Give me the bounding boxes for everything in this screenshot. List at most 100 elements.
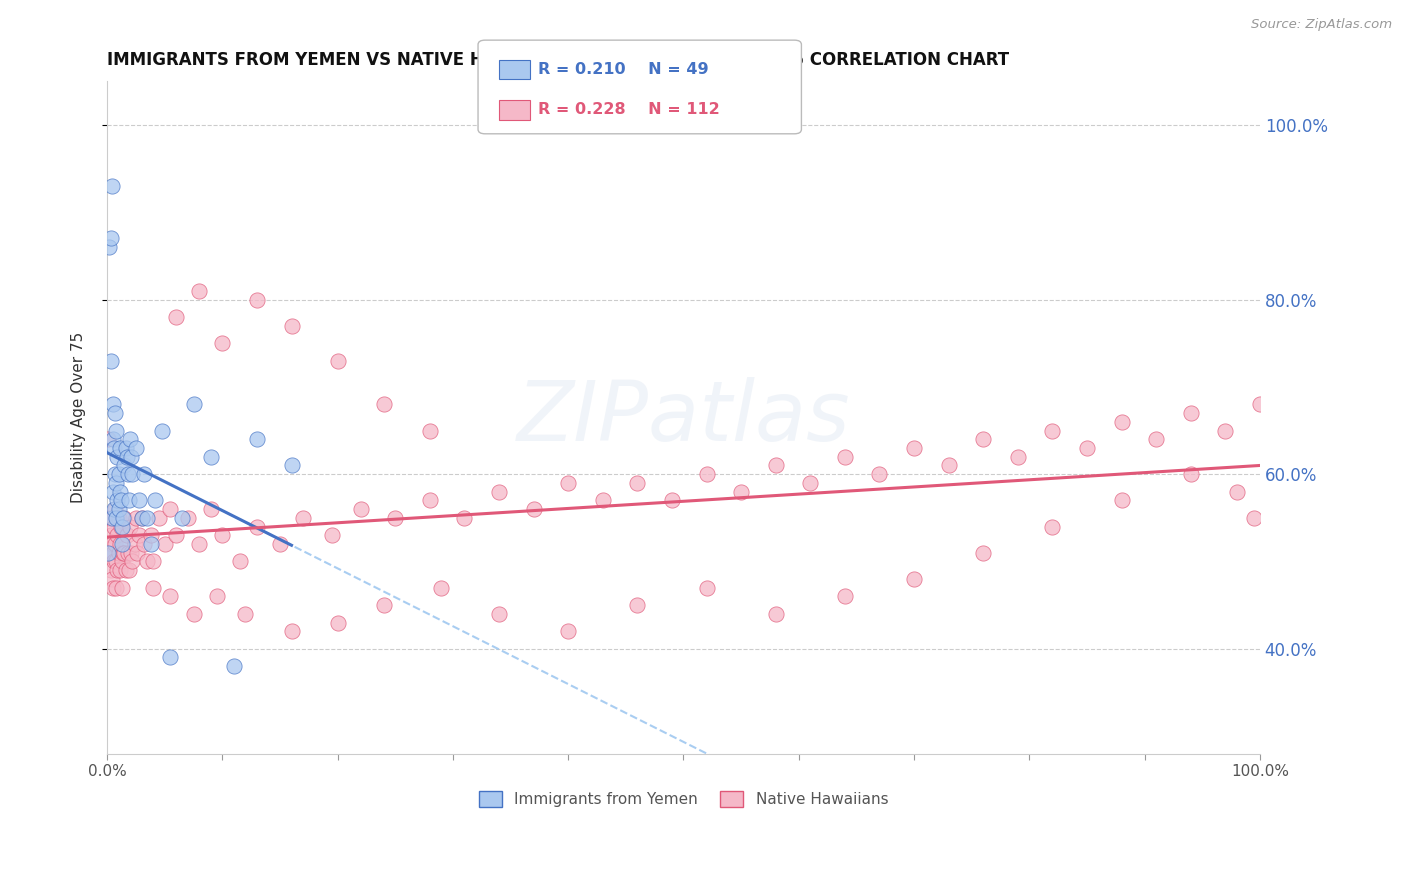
Point xyxy=(112,546,135,560)
Point xyxy=(101,546,124,560)
Point xyxy=(108,484,131,499)
Point xyxy=(107,493,129,508)
Point xyxy=(280,318,302,333)
Point xyxy=(177,511,200,525)
Point xyxy=(136,554,159,568)
Point xyxy=(121,554,143,568)
Point xyxy=(111,519,134,533)
Point xyxy=(1249,397,1271,411)
Point xyxy=(128,493,150,508)
Point xyxy=(97,546,120,560)
Point xyxy=(97,432,120,446)
Point xyxy=(100,353,122,368)
Text: IMMIGRANTS FROM YEMEN VS NATIVE HAWAIIAN DISABILITY AGE OVER 75 CORRELATION CHAR: IMMIGRANTS FROM YEMEN VS NATIVE HAWAIIAN… xyxy=(107,51,1010,69)
Point xyxy=(101,432,124,446)
Point xyxy=(100,537,122,551)
Point xyxy=(1111,493,1133,508)
Point xyxy=(100,563,122,577)
Point xyxy=(115,528,138,542)
Point xyxy=(98,511,121,525)
Point xyxy=(136,511,159,525)
Point xyxy=(98,240,121,254)
Point xyxy=(105,424,128,438)
Point xyxy=(972,432,994,446)
Point xyxy=(128,528,150,542)
Point xyxy=(834,450,856,464)
Point xyxy=(235,607,257,621)
Point xyxy=(1007,450,1029,464)
Point xyxy=(1213,424,1236,438)
Point xyxy=(246,519,269,533)
Point xyxy=(228,554,250,568)
Point xyxy=(112,458,135,473)
Point xyxy=(103,502,125,516)
Point xyxy=(100,231,122,245)
Point xyxy=(107,511,129,525)
Point xyxy=(159,650,181,665)
Point xyxy=(120,519,142,533)
Point xyxy=(557,475,579,490)
Point xyxy=(108,441,131,455)
Point xyxy=(108,537,131,551)
Point xyxy=(142,554,165,568)
Point xyxy=(696,467,718,482)
Point xyxy=(326,353,349,368)
Point xyxy=(103,554,125,568)
Point xyxy=(868,467,890,482)
Point xyxy=(98,546,121,560)
Point xyxy=(101,511,124,525)
Point xyxy=(211,528,233,542)
Point xyxy=(120,546,142,560)
Point xyxy=(419,493,441,508)
Point xyxy=(1180,406,1202,420)
Point xyxy=(938,458,960,473)
Point xyxy=(153,537,176,551)
Point xyxy=(101,581,124,595)
Point xyxy=(200,502,222,516)
Point xyxy=(118,563,141,577)
Point xyxy=(103,519,125,533)
Point xyxy=(280,624,302,639)
Point xyxy=(183,397,205,411)
Point xyxy=(142,581,165,595)
Point xyxy=(453,511,475,525)
Point xyxy=(114,441,136,455)
Point xyxy=(121,467,143,482)
Point xyxy=(159,502,181,516)
Point xyxy=(111,537,134,551)
Point xyxy=(373,598,395,612)
Point xyxy=(1076,441,1098,455)
Y-axis label: Disability Age Over 75: Disability Age Over 75 xyxy=(72,332,86,503)
Point xyxy=(661,493,683,508)
Point xyxy=(104,502,127,516)
Point xyxy=(131,511,153,525)
Point xyxy=(104,467,127,482)
Point xyxy=(292,511,315,525)
Point xyxy=(419,424,441,438)
Text: R = 0.210    N = 49: R = 0.210 N = 49 xyxy=(538,62,709,77)
Point xyxy=(131,511,153,525)
Point xyxy=(120,450,142,464)
Point xyxy=(246,293,269,307)
Point xyxy=(488,607,510,621)
Point xyxy=(125,441,148,455)
Point xyxy=(112,511,135,525)
Point xyxy=(124,537,146,551)
Point xyxy=(834,590,856,604)
Point xyxy=(100,511,122,525)
Point xyxy=(246,432,269,446)
Point xyxy=(107,563,129,577)
Point xyxy=(280,458,302,473)
Point xyxy=(626,598,648,612)
Point xyxy=(373,397,395,411)
Point xyxy=(148,511,170,525)
Point xyxy=(321,528,343,542)
Text: ZIPatlas: ZIPatlas xyxy=(516,377,851,458)
Point xyxy=(145,493,167,508)
Point xyxy=(125,511,148,525)
Point xyxy=(100,179,122,194)
Point xyxy=(200,450,222,464)
Point xyxy=(117,546,139,560)
Point xyxy=(269,537,291,551)
Point xyxy=(205,590,228,604)
